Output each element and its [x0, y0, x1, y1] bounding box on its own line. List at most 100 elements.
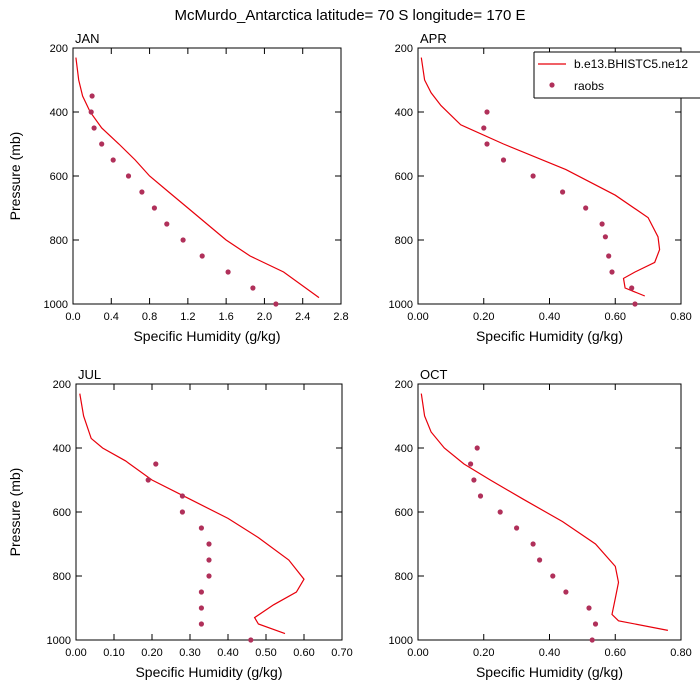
oct-ytick-label: 800 [395, 571, 413, 583]
jul-model-line [79, 393, 305, 635]
jul-raobs-point [179, 493, 185, 499]
oct-ytick-label: 1000 [389, 635, 413, 647]
oct-raobs-point [514, 525, 520, 531]
panel-jan: JAN 0.0 0.4 0.8 1.2 1.6 2.0 2.4 2.8 200 400 600 800 1… [7, 31, 349, 344]
jan-raobs-point [91, 125, 97, 131]
apr-xtick-label: 0.40 [539, 311, 560, 323]
jan-panel-label: JAN [75, 31, 100, 46]
apr-raobs-point [583, 205, 589, 211]
oct-xtick-label: 0.60 [605, 647, 626, 659]
apr-raobs-point [629, 285, 635, 291]
jan-x-axis-label: Specific Humidity (g/kg) [133, 328, 280, 344]
oct-raobs-point [477, 493, 484, 499]
oct-ytick-label: 200 [395, 379, 413, 391]
jan-xtick-label: 0.0 [65, 311, 80, 323]
panels: JAN 0.0 0.4 0.8 1.2 1.6 2.0 2.4 2.8 200 400 600 800 1… [7, 31, 692, 680]
apr-raobs-point [606, 253, 612, 259]
jan-plot-frame [72, 47, 342, 305]
jan-raobs-point [89, 93, 95, 99]
jan-xtick-label: 1.6 [218, 311, 233, 323]
oct-raobs-point [530, 541, 536, 547]
apr-ytick-label: 1000 [389, 299, 413, 311]
jul-raobs-point [248, 637, 254, 643]
apr-xtick-label: 0.80 [670, 311, 691, 323]
jan-model-line [75, 57, 320, 299]
jul-raobs-point [198, 621, 204, 627]
oct-raobs-point [468, 461, 474, 467]
jul-xtick-label: 0.30 [179, 647, 200, 659]
jul-raobs-point [206, 557, 212, 563]
jan-xtick-label: 1.2 [180, 311, 195, 323]
apr-xtick-label: 0.00 [407, 311, 428, 323]
apr-ytick-label: 800 [395, 235, 413, 247]
jan-raobs-point [164, 221, 170, 227]
apr-raobs-point [481, 125, 487, 131]
oct-plot-frame [417, 383, 682, 641]
jan-raobs-point [139, 189, 145, 195]
jan-xtick-label: 2.4 [295, 311, 310, 323]
oct-raobs-point [537, 557, 543, 563]
jul-xtick-label: 0.20 [141, 647, 162, 659]
jul-raobs-point [198, 525, 204, 531]
apr-raobs-point [632, 301, 638, 307]
jan-ytick-label: 600 [50, 171, 68, 183]
jan-ytick-label: 200 [50, 43, 68, 55]
oct-raobs-point [497, 509, 503, 515]
jul-raobs-point [179, 509, 185, 515]
jul-plot-frame [75, 383, 343, 641]
jul-xtick-label: 0.50 [255, 647, 276, 659]
oct-ytick-label: 400 [395, 443, 413, 455]
jan-raobs-point [225, 269, 231, 275]
jan-raobs-point [125, 173, 132, 179]
legend-model-label: b.e13.BHISTC5.ne12 [574, 57, 688, 71]
legend-background [534, 52, 700, 98]
jul-x-axis-label: Specific Humidity (g/kg) [135, 664, 282, 680]
jul-y-axis-label: Pressure (mb) [7, 468, 23, 557]
jul-panel-label: JUL [78, 367, 101, 382]
jan-xtick-label: 0.8 [142, 311, 157, 323]
oct-panel-label: OCT [420, 367, 448, 382]
legend-raobs-swatch [549, 82, 555, 88]
jul-ytick-label: 200 [53, 379, 71, 391]
jul-ytick-label: 400 [53, 443, 71, 455]
jul-raobs-point [198, 605, 204, 611]
jul-raobs-point [145, 477, 151, 483]
oct-x-axis-label: Specific Humidity (g/kg) [476, 664, 623, 680]
oct-xtick-label: 0.00 [407, 647, 428, 659]
jul-ytick-label: 600 [53, 507, 71, 519]
oct-raobs-point [589, 637, 595, 643]
figure-title: McMurdo_Antarctica latitude= 70 S longit… [174, 7, 525, 24]
panel-apr: APR 0.00 0.20 0.40 0.60 0.80 200 400 600 800 1000 S… [389, 31, 692, 344]
apr-raobs-point [602, 234, 609, 240]
panel-oct: OCT 0.00 0.20 0.40 0.60 0.80 200 400 600 800 1000 S… [389, 367, 692, 680]
oct-raobs-point [586, 605, 592, 611]
jan-xtick-label: 2.8 [333, 311, 348, 323]
jan-raobs-point [273, 301, 279, 307]
oct-xtick-label: 0.40 [539, 647, 560, 659]
jul-xtick-label: 0.10 [103, 647, 124, 659]
apr-raobs-point [484, 141, 490, 147]
apr-raobs-point [609, 269, 615, 275]
oct-raobs-point [563, 589, 569, 595]
apr-xtick-label: 0.60 [605, 311, 626, 323]
apr-raobs-point [599, 221, 605, 227]
jul-raobs-point [206, 541, 212, 547]
jul-xtick-label: 0.70 [331, 647, 352, 659]
oct-raobs-point [592, 621, 599, 627]
apr-raobs-point [484, 109, 490, 115]
oct-xtick-label: 0.20 [473, 647, 494, 659]
jan-xtick-label: 2.0 [257, 311, 272, 323]
jan-raobs-point [151, 205, 157, 211]
apr-panel-label: APR [420, 31, 447, 46]
legend-raobs-label: raobs [574, 79, 604, 93]
jan-y-axis-label: Pressure (mb) [7, 132, 23, 221]
jan-raobs-point [88, 109, 94, 115]
jul-raobs-point [198, 589, 204, 595]
jan-ytick-label: 800 [50, 235, 68, 247]
oct-model-line [420, 393, 669, 631]
oct-xtick-label: 0.80 [670, 647, 691, 659]
jan-xtick-label: 0.4 [104, 311, 119, 323]
apr-raobs-point [530, 173, 536, 179]
jul-xtick-label: 0.40 [217, 647, 238, 659]
